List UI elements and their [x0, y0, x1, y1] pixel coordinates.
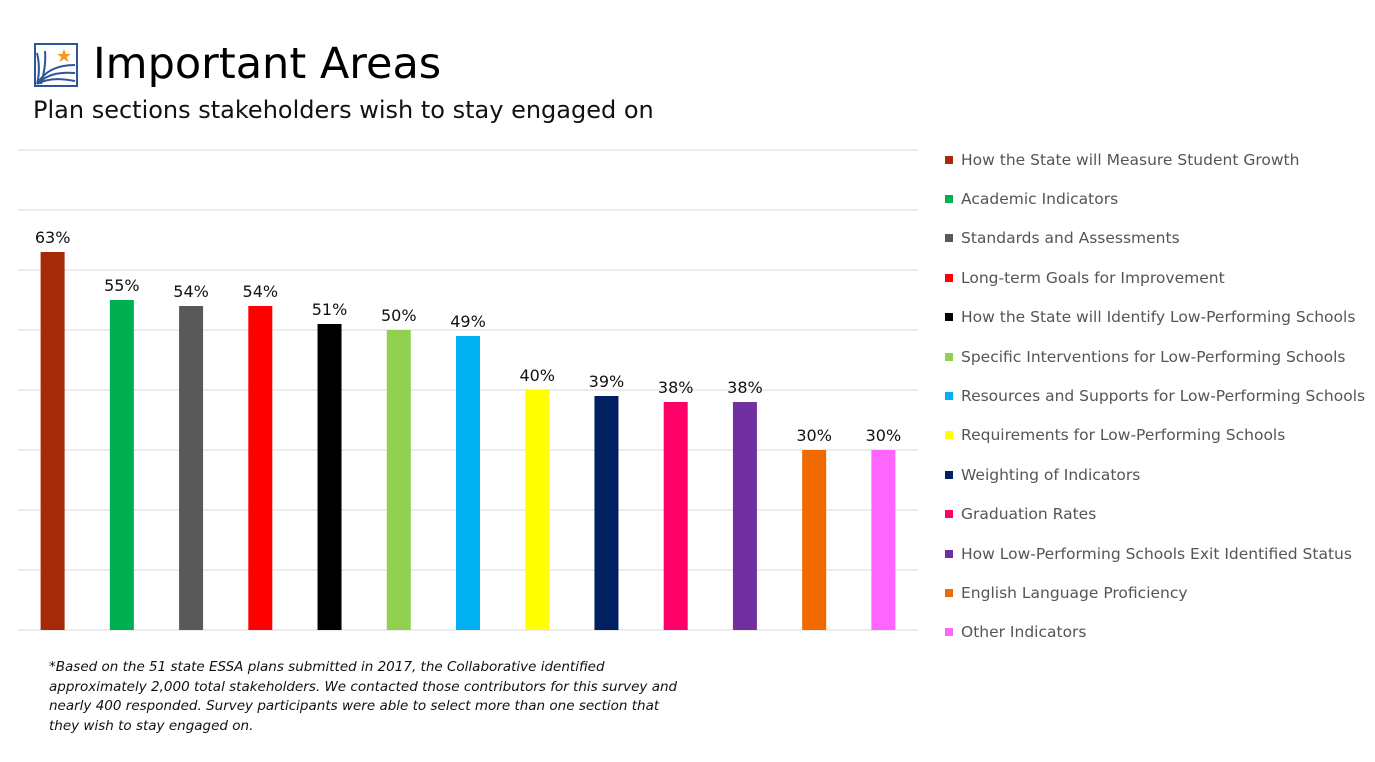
legend-swatch	[945, 431, 953, 440]
legend-item: How Low-Performing Schools Exit Identifi…	[945, 534, 1365, 573]
legend-swatch	[945, 628, 953, 637]
legend-item: How the State will Identify Low-Performi…	[945, 298, 1365, 337]
legend-label: Graduation Rates	[961, 505, 1097, 524]
data-label: 54%	[243, 282, 279, 301]
legend-label: Weighting of Indicators	[961, 465, 1141, 484]
legend-item: Other Indicators	[945, 613, 1365, 652]
legend-swatch	[945, 352, 953, 361]
legend-item: Standards and Assessments	[945, 219, 1365, 258]
data-label: 51%	[312, 300, 348, 319]
bar	[109, 300, 134, 630]
legend-label: Resources and Supports for Low-Performin…	[961, 387, 1366, 406]
bar	[732, 402, 757, 630]
data-label: 63%	[35, 228, 71, 247]
bar	[525, 390, 550, 630]
legend-label: Long-term Goals for Improvement	[961, 268, 1225, 287]
data-label: 30%	[866, 426, 902, 445]
legend-item: Weighting of Indicators	[945, 455, 1365, 494]
footnote: *Based on the 51 state ESSA plans submit…	[49, 659, 678, 734]
chart-legend: How the State will Measure Student Growt…	[945, 140, 1365, 652]
data-label: 55%	[104, 276, 140, 295]
bar	[179, 306, 204, 630]
bar	[386, 330, 411, 630]
legend-item: Resources and Supports for Low-Performin…	[945, 376, 1365, 415]
legend-item: Graduation Rates	[945, 495, 1365, 534]
legend-item: Academic Indicators	[945, 179, 1365, 218]
bar	[802, 450, 827, 630]
bar-chart: 63% 55% 54% 54% 51% 50% 49% 40% 39% 38% 38% 30% 30%	[18, 149, 918, 631]
data-label: 39%	[589, 372, 625, 391]
legend-label: Academic Indicators	[961, 190, 1119, 209]
legend-label: Specific Interventions for Low-Performin…	[961, 347, 1346, 366]
bar	[594, 396, 619, 630]
legend-swatch	[945, 195, 953, 204]
legend-label: Requirements for Low-Performing Schools	[961, 426, 1286, 445]
bar	[663, 402, 688, 630]
legend-swatch	[945, 273, 953, 282]
page-title: Important Areas	[93, 39, 442, 89]
data-label: 40%	[519, 366, 555, 385]
legend-label: How the State will Measure Student Growt…	[961, 150, 1300, 169]
legend-label: How Low-Performing Schools Exit Identifi…	[961, 544, 1352, 563]
bar	[317, 324, 342, 630]
legend-item: English Language Proficiency	[945, 573, 1365, 612]
legend-swatch	[945, 392, 953, 401]
legend-item: Specific Interventions for Low-Performin…	[945, 337, 1365, 376]
data-label: 50%	[381, 306, 417, 325]
legend-swatch	[945, 234, 953, 243]
legend-label: Other Indicators	[961, 623, 1087, 642]
bar	[40, 252, 65, 630]
legend-swatch	[945, 155, 953, 164]
legend-label: Standards and Assessments	[961, 229, 1180, 248]
data-label: 54%	[173, 282, 209, 301]
legend-item: How the State will Measure Student Growt…	[945, 140, 1365, 179]
data-label: 30%	[796, 426, 832, 445]
legend-label: English Language Proficiency	[961, 583, 1188, 602]
legend-swatch	[945, 313, 953, 322]
legend-swatch	[945, 470, 953, 479]
legend-swatch	[945, 549, 953, 558]
data-labels: 63% 55% 54% 54% 51% 50% 49% 40% 39% 38% 38% 30% 30%	[35, 228, 901, 445]
data-label: 49%	[450, 312, 486, 331]
legend-item: Requirements for Low-Performing Schools	[945, 416, 1365, 455]
bar	[456, 336, 480, 630]
legend-label: How the State will Identify Low-Performi…	[961, 308, 1356, 327]
logo-icon	[34, 43, 78, 87]
page-subtitle: Plan sections stakeholders wish to stay …	[33, 96, 654, 124]
legend-item: Long-term Goals for Improvement	[945, 258, 1365, 297]
bars	[40, 252, 896, 630]
data-label: 38%	[727, 378, 763, 397]
data-label: 38%	[658, 378, 694, 397]
bar	[248, 306, 273, 630]
legend-swatch	[945, 510, 953, 519]
legend-swatch	[945, 588, 953, 597]
bar	[871, 450, 896, 630]
